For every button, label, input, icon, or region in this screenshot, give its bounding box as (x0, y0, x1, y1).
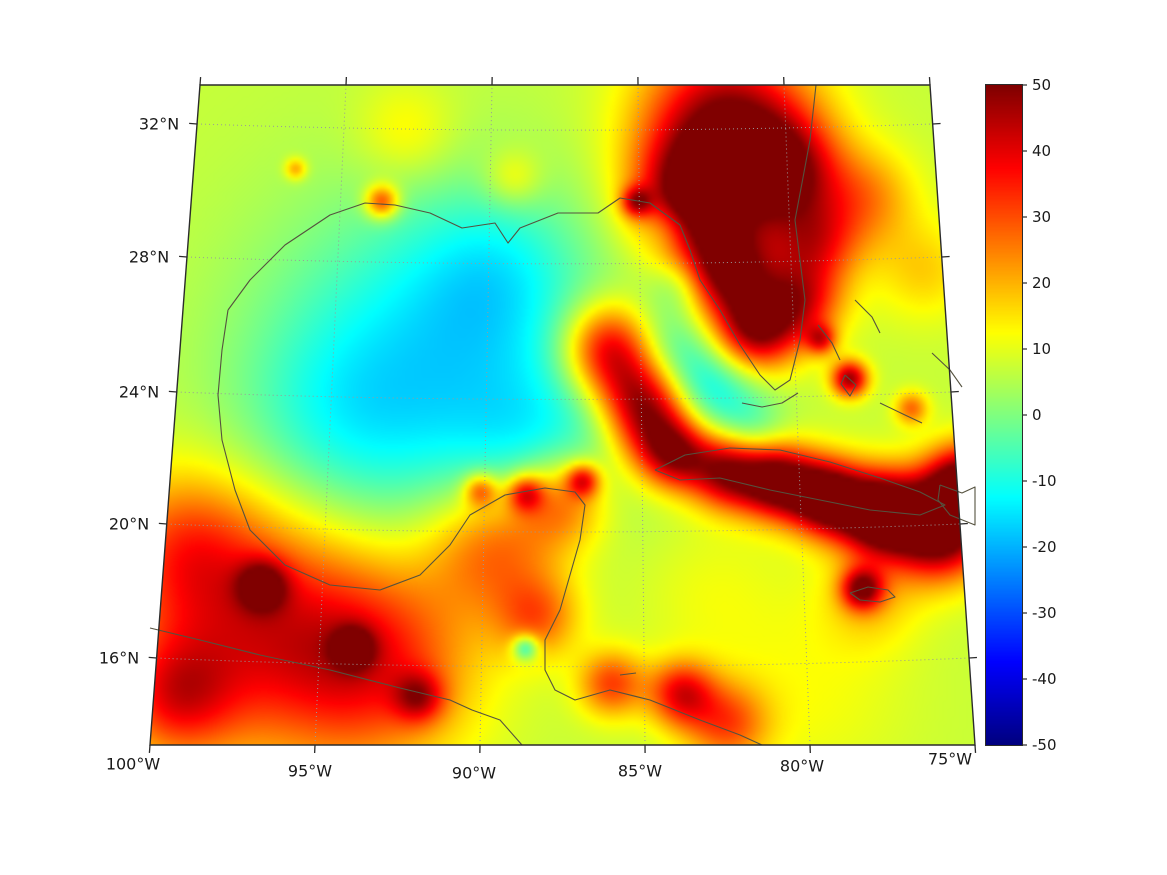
colorbar-tick-label: 10 (1032, 340, 1052, 358)
x-tick-top (199, 76, 202, 86)
x-tick-label: 95°W (287, 761, 333, 781)
colorbar-tick-label: -40 (1032, 670, 1057, 688)
y-tick (179, 255, 188, 258)
x-tick-label: 100°W (105, 754, 161, 774)
x-tick (148, 744, 151, 754)
colorbar (985, 84, 1023, 746)
y-tick-label: 28°N (128, 247, 170, 267)
y-tick-right (950, 390, 959, 393)
y-tick (148, 656, 157, 659)
colorbar-tick-label: 40 (1032, 142, 1052, 160)
colorbar-tick-label: -10 (1032, 472, 1057, 490)
x-tick-label: 80°W (779, 756, 825, 776)
colorbar-tick-label: 30 (1032, 208, 1052, 226)
colorbar-gradient (985, 84, 1023, 746)
colorbar-tick-label: -30 (1032, 604, 1057, 622)
x-tick-top (928, 76, 931, 86)
y-tick (189, 122, 198, 125)
y-tick-label: 24°N (118, 382, 160, 402)
x-tick-label: 90°W (451, 763, 497, 783)
y-tick (158, 522, 167, 525)
y-tick-right (969, 656, 978, 659)
y-tick-right (959, 522, 968, 525)
colorbar-tick-label: 0 (1032, 406, 1042, 424)
x-tick-label: 85°W (617, 761, 663, 781)
colorbar-tick-label: -20 (1032, 538, 1057, 556)
colorbar-tick-label: 20 (1032, 274, 1052, 292)
y-tick-label: 20°N (108, 514, 150, 534)
y-tick-right (932, 122, 941, 125)
y-tick-right (941, 255, 950, 258)
colorbar-tick-label: -50 (1032, 736, 1057, 754)
y-tick-label: 32°N (138, 114, 180, 134)
heatmap-layer (150, 85, 975, 745)
y-tick-label: 16°N (98, 648, 140, 668)
x-tick (974, 744, 977, 754)
colorbar-tick-label: 50 (1032, 76, 1052, 94)
x-tick-label: 75°W (927, 749, 973, 769)
y-tick (168, 390, 177, 393)
